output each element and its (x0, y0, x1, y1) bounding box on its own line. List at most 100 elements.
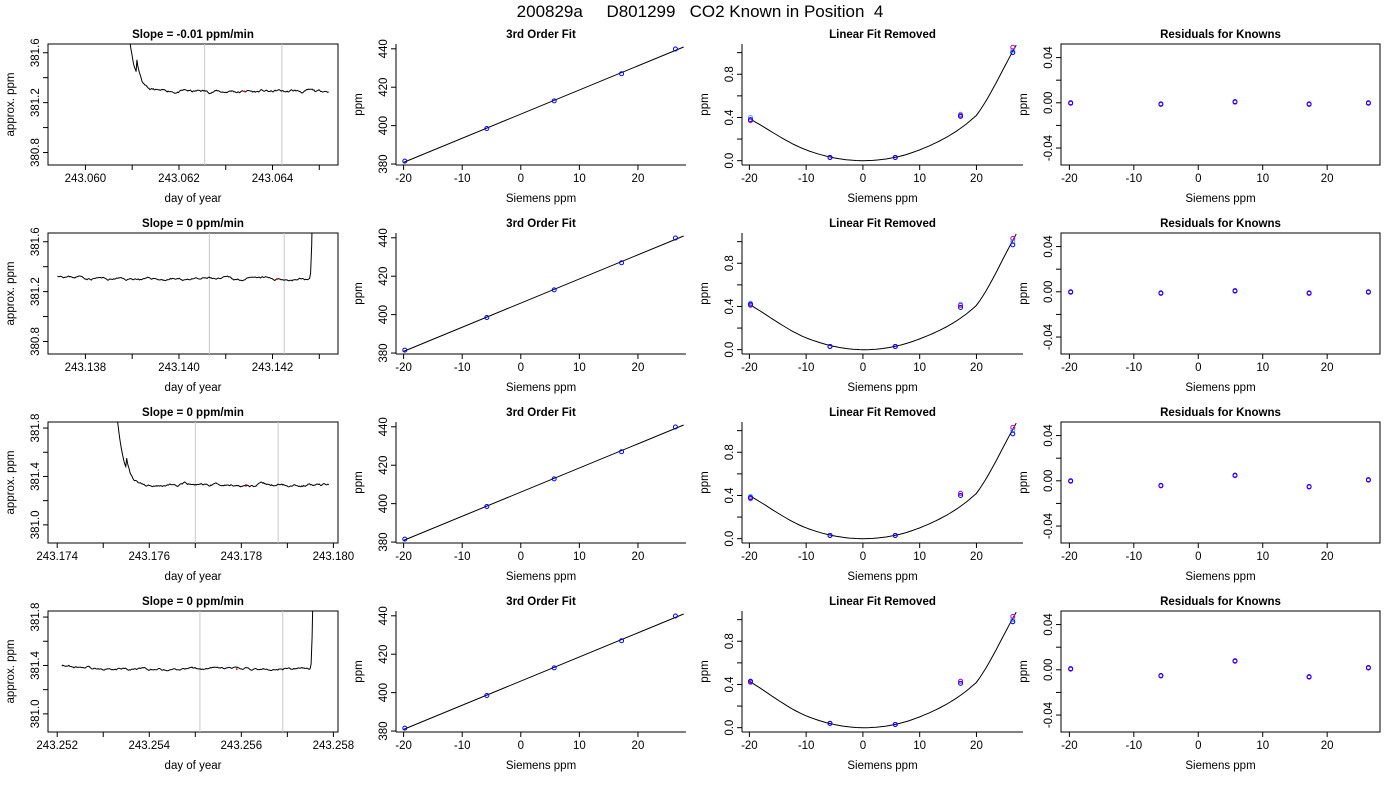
residual-point (1306, 674, 1312, 680)
y-axis-label: approx. ppm (5, 73, 17, 137)
y-tick-label: 0.00 (1043, 470, 1055, 492)
known-point-blue (827, 343, 833, 349)
residual-point (1306, 290, 1312, 296)
x-tick-label: 0 (518, 173, 524, 185)
ppm-trace-line (117, 422, 330, 488)
residual-point (1158, 482, 1164, 488)
x-tick-label: -20 (395, 362, 412, 374)
x-tick-label: 0 (860, 173, 866, 185)
x-tick-label: 243.064 (252, 173, 294, 185)
known-point-blue (748, 678, 754, 684)
y-tick-label: -0.04 (1043, 512, 1055, 539)
y-tick-label: 381.6 (30, 227, 42, 256)
row-4-linear-removed-panel: Linear Fit Removed -20 -10 0 10 20 0.0 0.4 0.8 Si… (699, 596, 1023, 772)
x-tick-label: 10 (1256, 740, 1269, 752)
y-tick-label: 380 (378, 154, 390, 173)
x-tick-label: 243.180 (313, 551, 355, 563)
y-tick-label: 0.0 (724, 153, 736, 169)
known-point-cyan (1010, 428, 1016, 434)
y-tick-label: 440 (378, 228, 390, 247)
row-4-residuals-panel: Residuals for Knowns -20 -10 0 10 20 -0.04 0.00… (1018, 596, 1381, 772)
y-tick-label: 420 (378, 267, 390, 286)
panel-title: Linear Fit Removed (829, 407, 936, 419)
row-3-residuals-panel: Residuals for Knowns -20 -10 0 10 20 -0.04 0.00… (1018, 407, 1381, 583)
y-tick-label: 0.04 (1043, 46, 1055, 69)
x-tick-label: -10 (1126, 362, 1143, 374)
x-tick-label: 243.254 (128, 740, 170, 752)
plot-frame (47, 610, 339, 733)
row-2-residuals-panel: Residuals for Knowns -20 -10 0 10 20 -0.04 0.00… (1018, 218, 1381, 394)
x-tick-label: -10 (454, 551, 471, 563)
x-tick-label: 0 (1195, 173, 1201, 185)
x-tick-label: 10 (1256, 551, 1269, 563)
panel-title: 3rd Order Fit (506, 596, 576, 608)
x-tick-label: 0 (860, 740, 866, 752)
x-tick-label: 0 (1195, 362, 1201, 374)
y-tick-label: -0.04 (1043, 323, 1055, 350)
fit-data-point (402, 536, 408, 542)
panel-title: Slope = 0 ppm/min (142, 218, 244, 230)
known-point-blue (892, 343, 898, 349)
x-axis-label: Siemens ppm (847, 193, 917, 205)
fit-line (403, 46, 684, 163)
residual-point (1158, 672, 1164, 678)
y-tick-label: 420 (378, 78, 390, 97)
x-tick-label: -10 (1126, 551, 1143, 563)
residual-point (1068, 478, 1074, 484)
x-tick-label: -10 (1126, 173, 1143, 185)
x-tick-label: 243.142 (252, 362, 294, 374)
x-tick-label: -20 (1061, 362, 1078, 374)
y-tick-label: 0.4 (724, 109, 736, 126)
x-tick-label: 20 (632, 740, 645, 752)
known-point-magenta (1010, 424, 1016, 430)
x-tick-label: -20 (395, 551, 412, 563)
x-tick-label: -10 (454, 173, 471, 185)
y-axis-label: ppm (1018, 93, 1030, 115)
y-axis-label: ppm (699, 93, 711, 115)
x-tick-label: 0 (1195, 740, 1201, 752)
curvature-line (749, 611, 1017, 729)
x-tick-label: 20 (970, 362, 983, 374)
x-axis-label: Siemens ppm (847, 571, 917, 583)
known-point-blue (1010, 431, 1016, 437)
y-tick-label: 380.8 (30, 138, 42, 167)
fit-data-point (484, 126, 490, 132)
x-axis-label: day of year (165, 382, 222, 394)
x-tick-label: -10 (454, 362, 471, 374)
x-tick-label: -20 (1061, 173, 1078, 185)
known-point-blue (1010, 242, 1016, 248)
y-tick-label: 400 (378, 305, 390, 324)
curvature-line (749, 44, 1017, 162)
x-tick-label: 243.256 (221, 740, 263, 752)
row-2-fit-panel: 3rd Order Fit -20 -10 0 10 20 380 400 420 440 Siem… (353, 218, 686, 394)
x-tick-label: 0 (518, 362, 524, 374)
known-point-cyan (748, 114, 754, 120)
row-2-linear-removed-panel: Linear Fit Removed -20 -10 0 10 20 0.0 0.4 0.8 Si… (699, 218, 1023, 394)
plot-frame (1060, 43, 1381, 166)
row-3-fit-panel: 3rd Order Fit -20 -10 0 10 20 380 400 420 440 Siem… (353, 407, 686, 583)
residual-point (1232, 99, 1238, 105)
x-tick-label: -20 (741, 173, 758, 185)
y-tick-label: -0.04 (1043, 134, 1055, 161)
x-tick-label: 243.174 (36, 551, 78, 563)
row-1-residuals-panel: Residuals for Knowns -20 -10 0 10 20 -0.04 0.00… (1018, 29, 1381, 205)
residual-point (1232, 658, 1238, 664)
residual-point (1068, 100, 1074, 106)
x-axis-label: Siemens ppm (1185, 382, 1255, 394)
x-tick-label: -10 (454, 740, 471, 752)
x-axis-label: day of year (165, 571, 222, 583)
trace-marker-point (245, 484, 247, 486)
ppm-trace-line (129, 44, 329, 95)
x-tick-label: -20 (395, 173, 412, 185)
row-3-trace-panel: Slope = 0 ppm/min 243.174 243.176 243.178 24… (5, 407, 355, 583)
residual-point (1158, 101, 1164, 107)
x-tick-label: 20 (970, 551, 983, 563)
x-tick-label: 20 (1321, 740, 1334, 752)
y-tick-label: 0.0 (724, 720, 736, 736)
x-tick-label: -20 (1061, 551, 1078, 563)
x-tick-label: 20 (970, 173, 983, 185)
y-tick-label: 0.00 (1043, 281, 1055, 303)
y-tick-label: 420 (378, 645, 390, 664)
fit-line (403, 424, 684, 541)
fit-data-point (551, 665, 557, 671)
